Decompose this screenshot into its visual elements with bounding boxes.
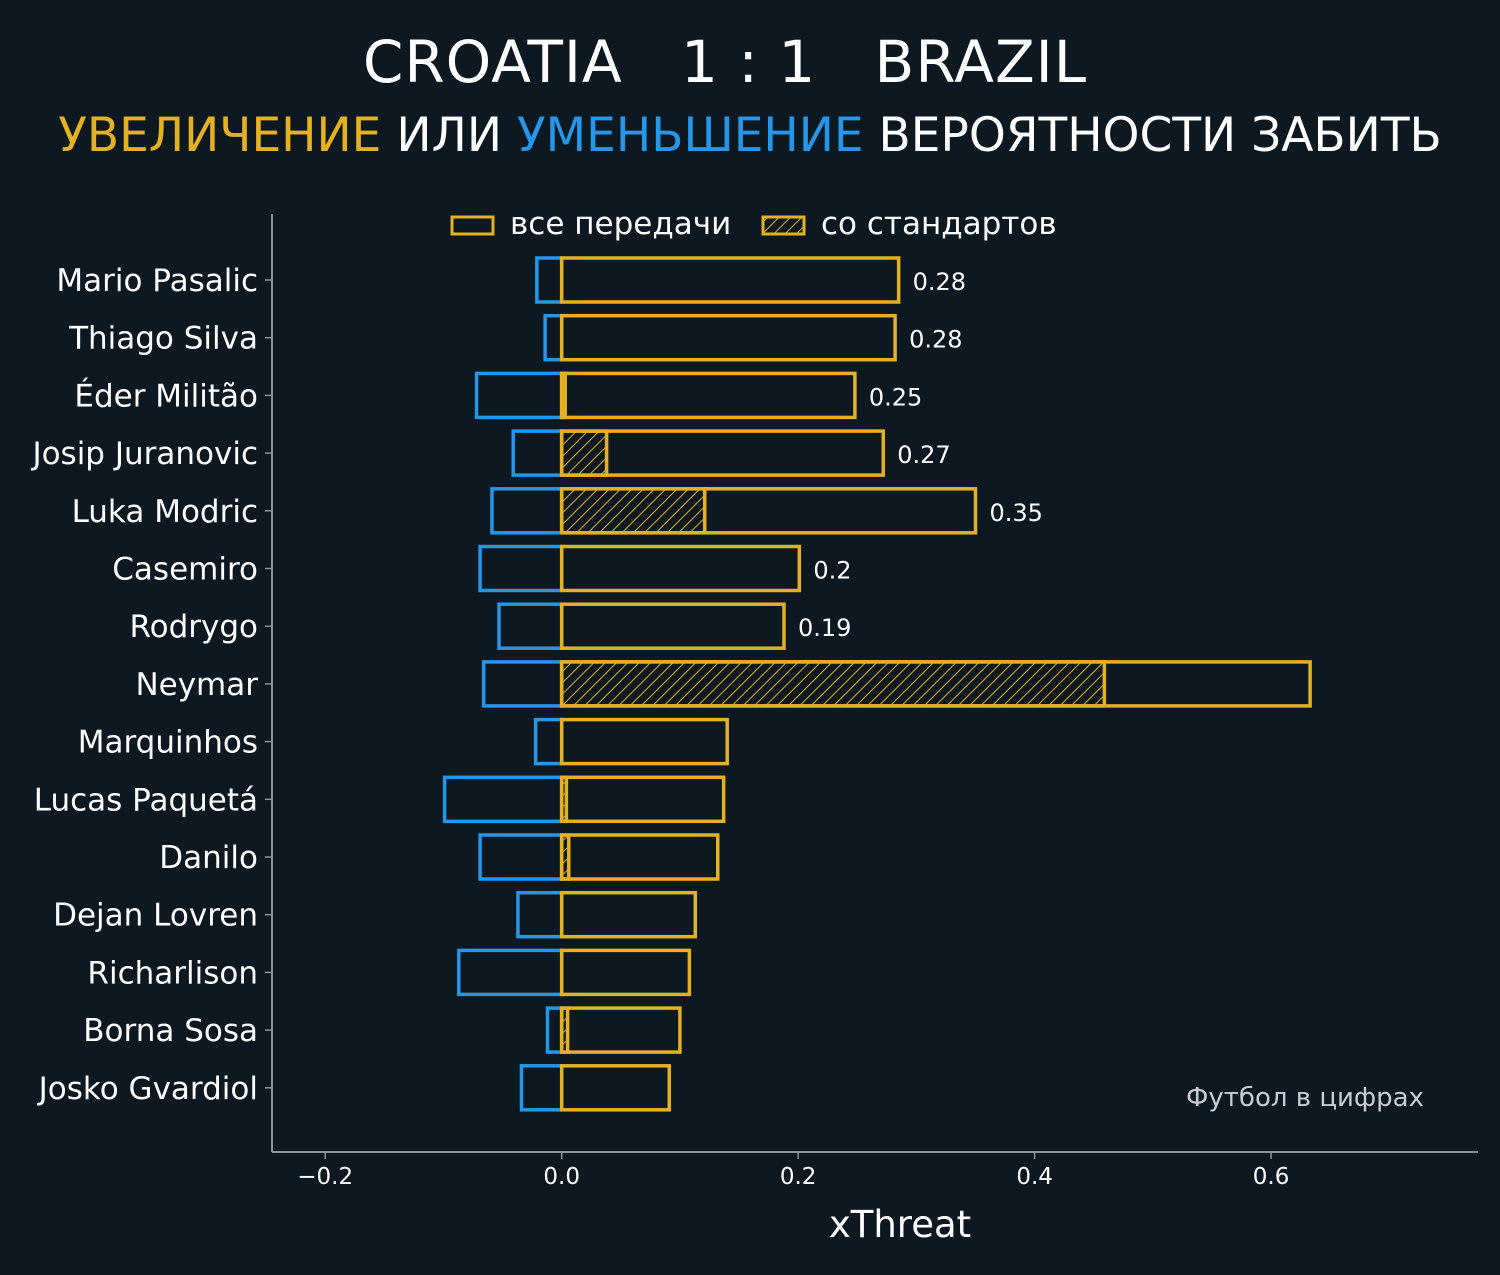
bar-increase <box>559 371 857 420</box>
player-label: Josko Gvardiol <box>37 1071 258 1107</box>
subtitle-increase: УВЕЛИЧЕНИЕ <box>58 108 382 163</box>
legend-label-set-pieces: со стандартов <box>821 206 1057 242</box>
bar-increase <box>559 833 720 881</box>
legend: все передачи со стандартов <box>450 206 1057 242</box>
bar-increase <box>559 660 1312 708</box>
legend-label-all-passes: все передачи <box>510 206 731 242</box>
bar-decrease <box>457 948 564 997</box>
bar-increase <box>559 313 897 362</box>
bar-increase <box>559 487 978 535</box>
x-tick-label: 0.2 <box>780 1164 817 1190</box>
subtitle-or: ИЛИ <box>396 108 503 163</box>
subtitle-rest: ВЕРОЯТНОСТИ ЗАБИТЬ <box>878 108 1442 163</box>
value-label: 0.35 <box>990 499 1043 527</box>
bar-decrease <box>474 371 564 420</box>
bar-set-piece <box>559 429 609 477</box>
player-label: Lucas Paquetá <box>34 782 258 818</box>
bar-decrease <box>545 1006 564 1054</box>
bar-increase <box>559 890 698 939</box>
value-label: 0.19 <box>798 614 851 642</box>
x-tick-label: −0.2 <box>297 1164 353 1190</box>
player-label: Mario Pasalic <box>56 263 258 299</box>
bar-decrease <box>516 890 564 939</box>
player-label: Éder Militão <box>74 378 258 414</box>
chart-subtitle: УВЕЛИЧЕНИЕ ИЛИ УМЕНЬШЕНИЕ ВЕРОЯТНОСТИ ЗА… <box>0 108 1500 163</box>
player-label: Josip Juranovic <box>30 436 258 472</box>
bar-decrease <box>533 717 564 766</box>
bar-decrease <box>442 775 564 824</box>
x-tick-label: 0.6 <box>1253 1164 1290 1190</box>
labels: Mario Pasalic 0.28 Thiago Silva 0.28 Éder Mi… <box>30 263 1424 1113</box>
bar-decrease <box>478 544 564 593</box>
player-label: Luka Modric <box>72 494 258 530</box>
value-label: 0.25 <box>869 383 922 411</box>
bar-increase <box>559 717 729 766</box>
watermark: Футбол в цифрах <box>1186 1083 1424 1113</box>
bar-decrease <box>535 256 564 304</box>
chart-title: CROATIA 1 : 1 BRAZIL <box>362 28 1088 96</box>
player-label: Thiago Silva <box>68 321 258 357</box>
player-label: Neymar <box>135 667 258 703</box>
player-label: Rodrygo <box>129 609 258 645</box>
player-label: Marquinhos <box>78 725 258 761</box>
value-label: 0.2 <box>813 557 851 585</box>
bar-increase <box>559 256 901 304</box>
value-label: 0.28 <box>909 326 962 354</box>
x-tick-label: 0.0 <box>543 1164 580 1190</box>
bar-increase <box>559 544 802 593</box>
legend-swatch-set-pieces <box>761 215 806 236</box>
player-label: Casemiro <box>112 552 258 588</box>
value-label: 0.28 <box>913 268 966 296</box>
bar-increase <box>559 1064 672 1112</box>
bar-increase <box>559 429 886 477</box>
bar-increase <box>559 1006 682 1054</box>
player-label: Danilo <box>159 840 258 876</box>
bar-decrease <box>481 660 564 708</box>
player-label: Dejan Lovren <box>53 898 258 934</box>
bar-increase <box>559 948 692 997</box>
bar-decrease <box>519 1064 564 1112</box>
bar-increase <box>559 602 786 650</box>
bar-increase <box>559 775 726 824</box>
player-label: Richarlison <box>87 955 258 991</box>
bar-set-piece <box>559 487 707 535</box>
bar-decrease <box>478 833 564 881</box>
bar-set-piece <box>559 660 1107 708</box>
bar-decrease <box>490 487 564 535</box>
bar-decrease <box>497 602 564 650</box>
bar-decrease <box>543 313 564 362</box>
bar-decrease <box>511 429 564 477</box>
x-tick-label: 0.4 <box>1016 1164 1053 1190</box>
player-label: Borna Sosa <box>83 1013 258 1049</box>
legend-swatch-all-passes <box>450 215 495 236</box>
value-label: 0.27 <box>897 441 950 469</box>
x-axis-label: xThreat <box>829 1203 971 1246</box>
subtitle-decrease: УМЕНЬШЕНИЕ <box>516 108 864 163</box>
axes: −0.2 0.0 0.2 0.4 0.6 xThreat <box>265 214 1478 1246</box>
bars <box>442 256 1312 1112</box>
